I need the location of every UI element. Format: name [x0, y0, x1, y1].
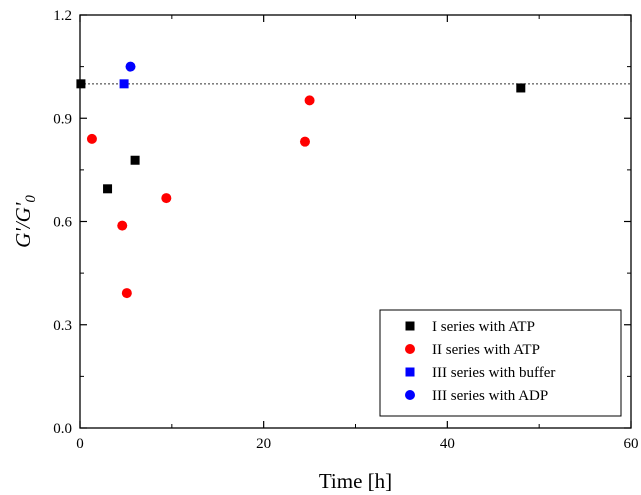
legend-marker — [405, 321, 415, 331]
x-tick-label: 60 — [624, 436, 639, 452]
y-tick-label: 0.6 — [53, 215, 72, 231]
legend-label: III series with buffer — [432, 365, 555, 381]
legend-marker — [405, 367, 415, 377]
y-axis-title-main: G'/G' — [11, 202, 35, 248]
data-point-series-2 — [299, 136, 310, 147]
y-tick-label: 1.2 — [53, 8, 72, 24]
legend-marker — [405, 390, 415, 400]
x-tick-label: 20 — [256, 436, 271, 452]
legend: I series with ATP II series with ATP III s… — [379, 309, 622, 417]
y-axis-title-subscript: 0 — [23, 195, 39, 203]
data-point-series-2 — [161, 193, 172, 204]
data-point-series-4 — [125, 61, 136, 72]
data-point-series-1 — [103, 184, 113, 194]
legend-label: III series with ADP — [432, 388, 548, 404]
data-point-series-1 — [76, 79, 86, 89]
x-axis-title: Time [h] — [319, 469, 392, 493]
y-axis-title: G'/G'0 — [11, 195, 39, 248]
data-points-layer — [76, 61, 526, 299]
x-tick-label: 0 — [76, 436, 84, 452]
legend-label: II series with ATP — [432, 342, 540, 358]
data-point-series-2 — [86, 133, 97, 144]
y-tick-label: 0.3 — [53, 318, 72, 334]
data-point-series-2 — [117, 220, 128, 231]
data-point-series-2 — [304, 95, 315, 106]
axis-ticks-layer: 0 20 40 60 0.0 0.3 0.6 0.9 1.2 — [53, 8, 638, 452]
x-tick-label: 40 — [440, 436, 455, 452]
data-point-series-1 — [130, 155, 140, 165]
y-tick-label: 0.0 — [53, 421, 72, 437]
data-point-series-1 — [516, 83, 526, 93]
data-point-series-3 — [119, 79, 129, 89]
data-point-series-2 — [121, 288, 132, 299]
legend-box — [379, 309, 622, 417]
legend-label: I series with ATP — [432, 319, 535, 335]
legend-marker — [405, 344, 415, 354]
y-tick-label: 0.9 — [53, 111, 72, 127]
